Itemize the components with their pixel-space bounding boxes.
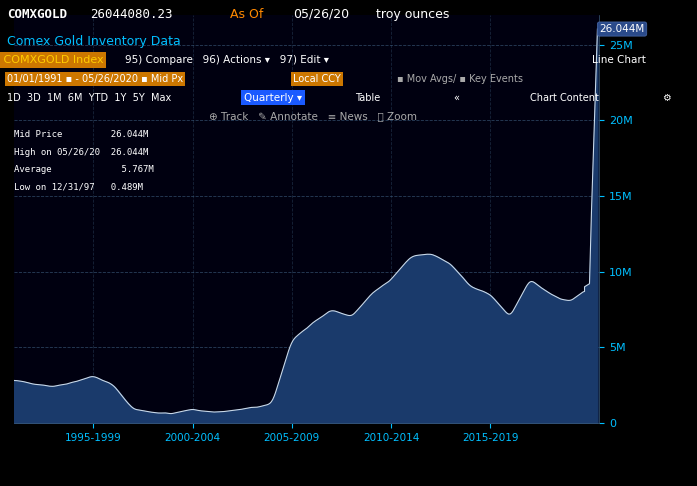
Text: ⚙: ⚙: [662, 93, 671, 103]
Text: ⊕ Track   ✎ Annotate   ≡ News   🔍 Zoom: ⊕ Track ✎ Annotate ≡ News 🔍 Zoom: [209, 111, 417, 121]
Text: 95) Compare   96) Actions ▾   97) Edit ▾: 95) Compare 96) Actions ▾ 97) Edit ▾: [125, 55, 330, 65]
Text: Low on 12/31/97   0.489M: Low on 12/31/97 0.489M: [14, 183, 143, 191]
Text: Mid Price         26.044M: Mid Price 26.044M: [14, 130, 148, 139]
Text: Local CCY: Local CCY: [293, 74, 341, 84]
Text: Quarterly ▾: Quarterly ▾: [244, 93, 302, 103]
Text: COMXGOLD Index: COMXGOLD Index: [0, 55, 104, 65]
Text: 26.044M: 26.044M: [599, 24, 645, 34]
Text: Chart Content: Chart Content: [530, 93, 599, 103]
Text: 01/01/1991 ▪ - 05/26/2020 ▪ Mid Px: 01/01/1991 ▪ - 05/26/2020 ▪ Mid Px: [7, 74, 183, 84]
Text: Comex Gold Inventory Data: Comex Gold Inventory Data: [7, 35, 181, 48]
Text: ▪ Mov Avgs/ ▪ Key Events: ▪ Mov Avgs/ ▪ Key Events: [397, 74, 523, 84]
Text: As Of: As Of: [230, 8, 263, 21]
Text: troy ounces: troy ounces: [376, 8, 450, 21]
Text: 05/26/20: 05/26/20: [293, 8, 349, 21]
Text: 1D  3D  1M  6M  YTD  1Y  5Y  Max: 1D 3D 1M 6M YTD 1Y 5Y Max: [7, 93, 171, 103]
Text: «: «: [453, 93, 459, 103]
Text: Line Chart: Line Chart: [592, 55, 646, 65]
Text: Table: Table: [355, 93, 381, 103]
Text: 26044080.23: 26044080.23: [91, 8, 173, 21]
Text: Average             5.767M: Average 5.767M: [14, 165, 154, 174]
Text: High on 05/26/20  26.044M: High on 05/26/20 26.044M: [14, 148, 148, 156]
Text: COMXGOLD: COMXGOLD: [7, 8, 67, 21]
